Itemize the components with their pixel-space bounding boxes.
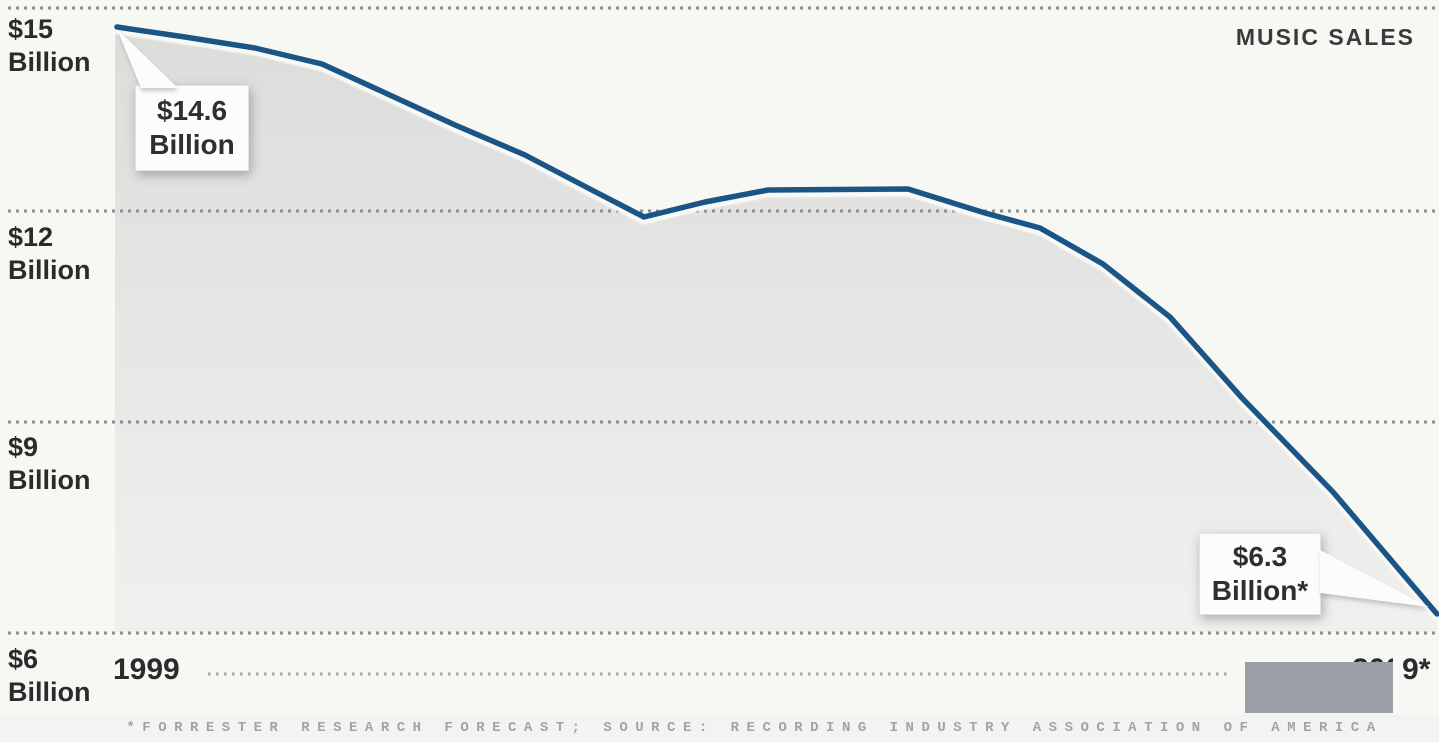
y-axis-label-12b: $12 Billion xyxy=(8,221,91,287)
y-axis-tick-value: $15 xyxy=(8,14,54,44)
y-axis-tick-unit: Billion xyxy=(8,255,91,285)
callout-unit: Billion* xyxy=(1211,575,1309,606)
y-axis-tick-unit: Billion xyxy=(8,465,91,495)
source-footnote-text: *FORRESTER RESEARCH FORECAST; SOURCE: RE… xyxy=(126,720,1383,736)
chart-title: MUSIC SALES xyxy=(1235,24,1415,50)
y-axis-tick-value: $6 xyxy=(8,644,39,674)
callout-unit: Billion xyxy=(149,129,235,160)
y-axis-label-15b: $15 Billion xyxy=(8,13,91,79)
sales-line xyxy=(114,24,1439,617)
occlusion-white-gap xyxy=(1393,650,1403,712)
x-axis-start-year-label: 1999 xyxy=(113,653,180,686)
callout-end-value: $6.3 Billion* xyxy=(1199,533,1321,615)
callout-value: $6.3 xyxy=(1232,541,1288,572)
y-axis-label-6b: $6 Billion xyxy=(8,643,91,709)
line-highlight xyxy=(113,27,1439,622)
y-axis-tick-unit: Billion xyxy=(8,677,91,707)
source-footer: *FORRESTER RESEARCH FORECAST; SOURCE: RE… xyxy=(0,714,1439,742)
callout-tail-end xyxy=(1320,550,1429,607)
y-axis-tick-unit: Billion xyxy=(8,47,91,77)
y-axis-label-9b: $9 Billion xyxy=(8,431,91,497)
y-axis-tick-value: $12 xyxy=(8,222,54,252)
callout-start-value: $14.6 Billion xyxy=(135,85,249,171)
y-axis-tick-value: $9 xyxy=(8,432,39,462)
callout-value: $14.6 xyxy=(156,95,228,126)
occlusion-gray-box xyxy=(1245,662,1393,713)
callout-tail-start xyxy=(117,29,178,88)
